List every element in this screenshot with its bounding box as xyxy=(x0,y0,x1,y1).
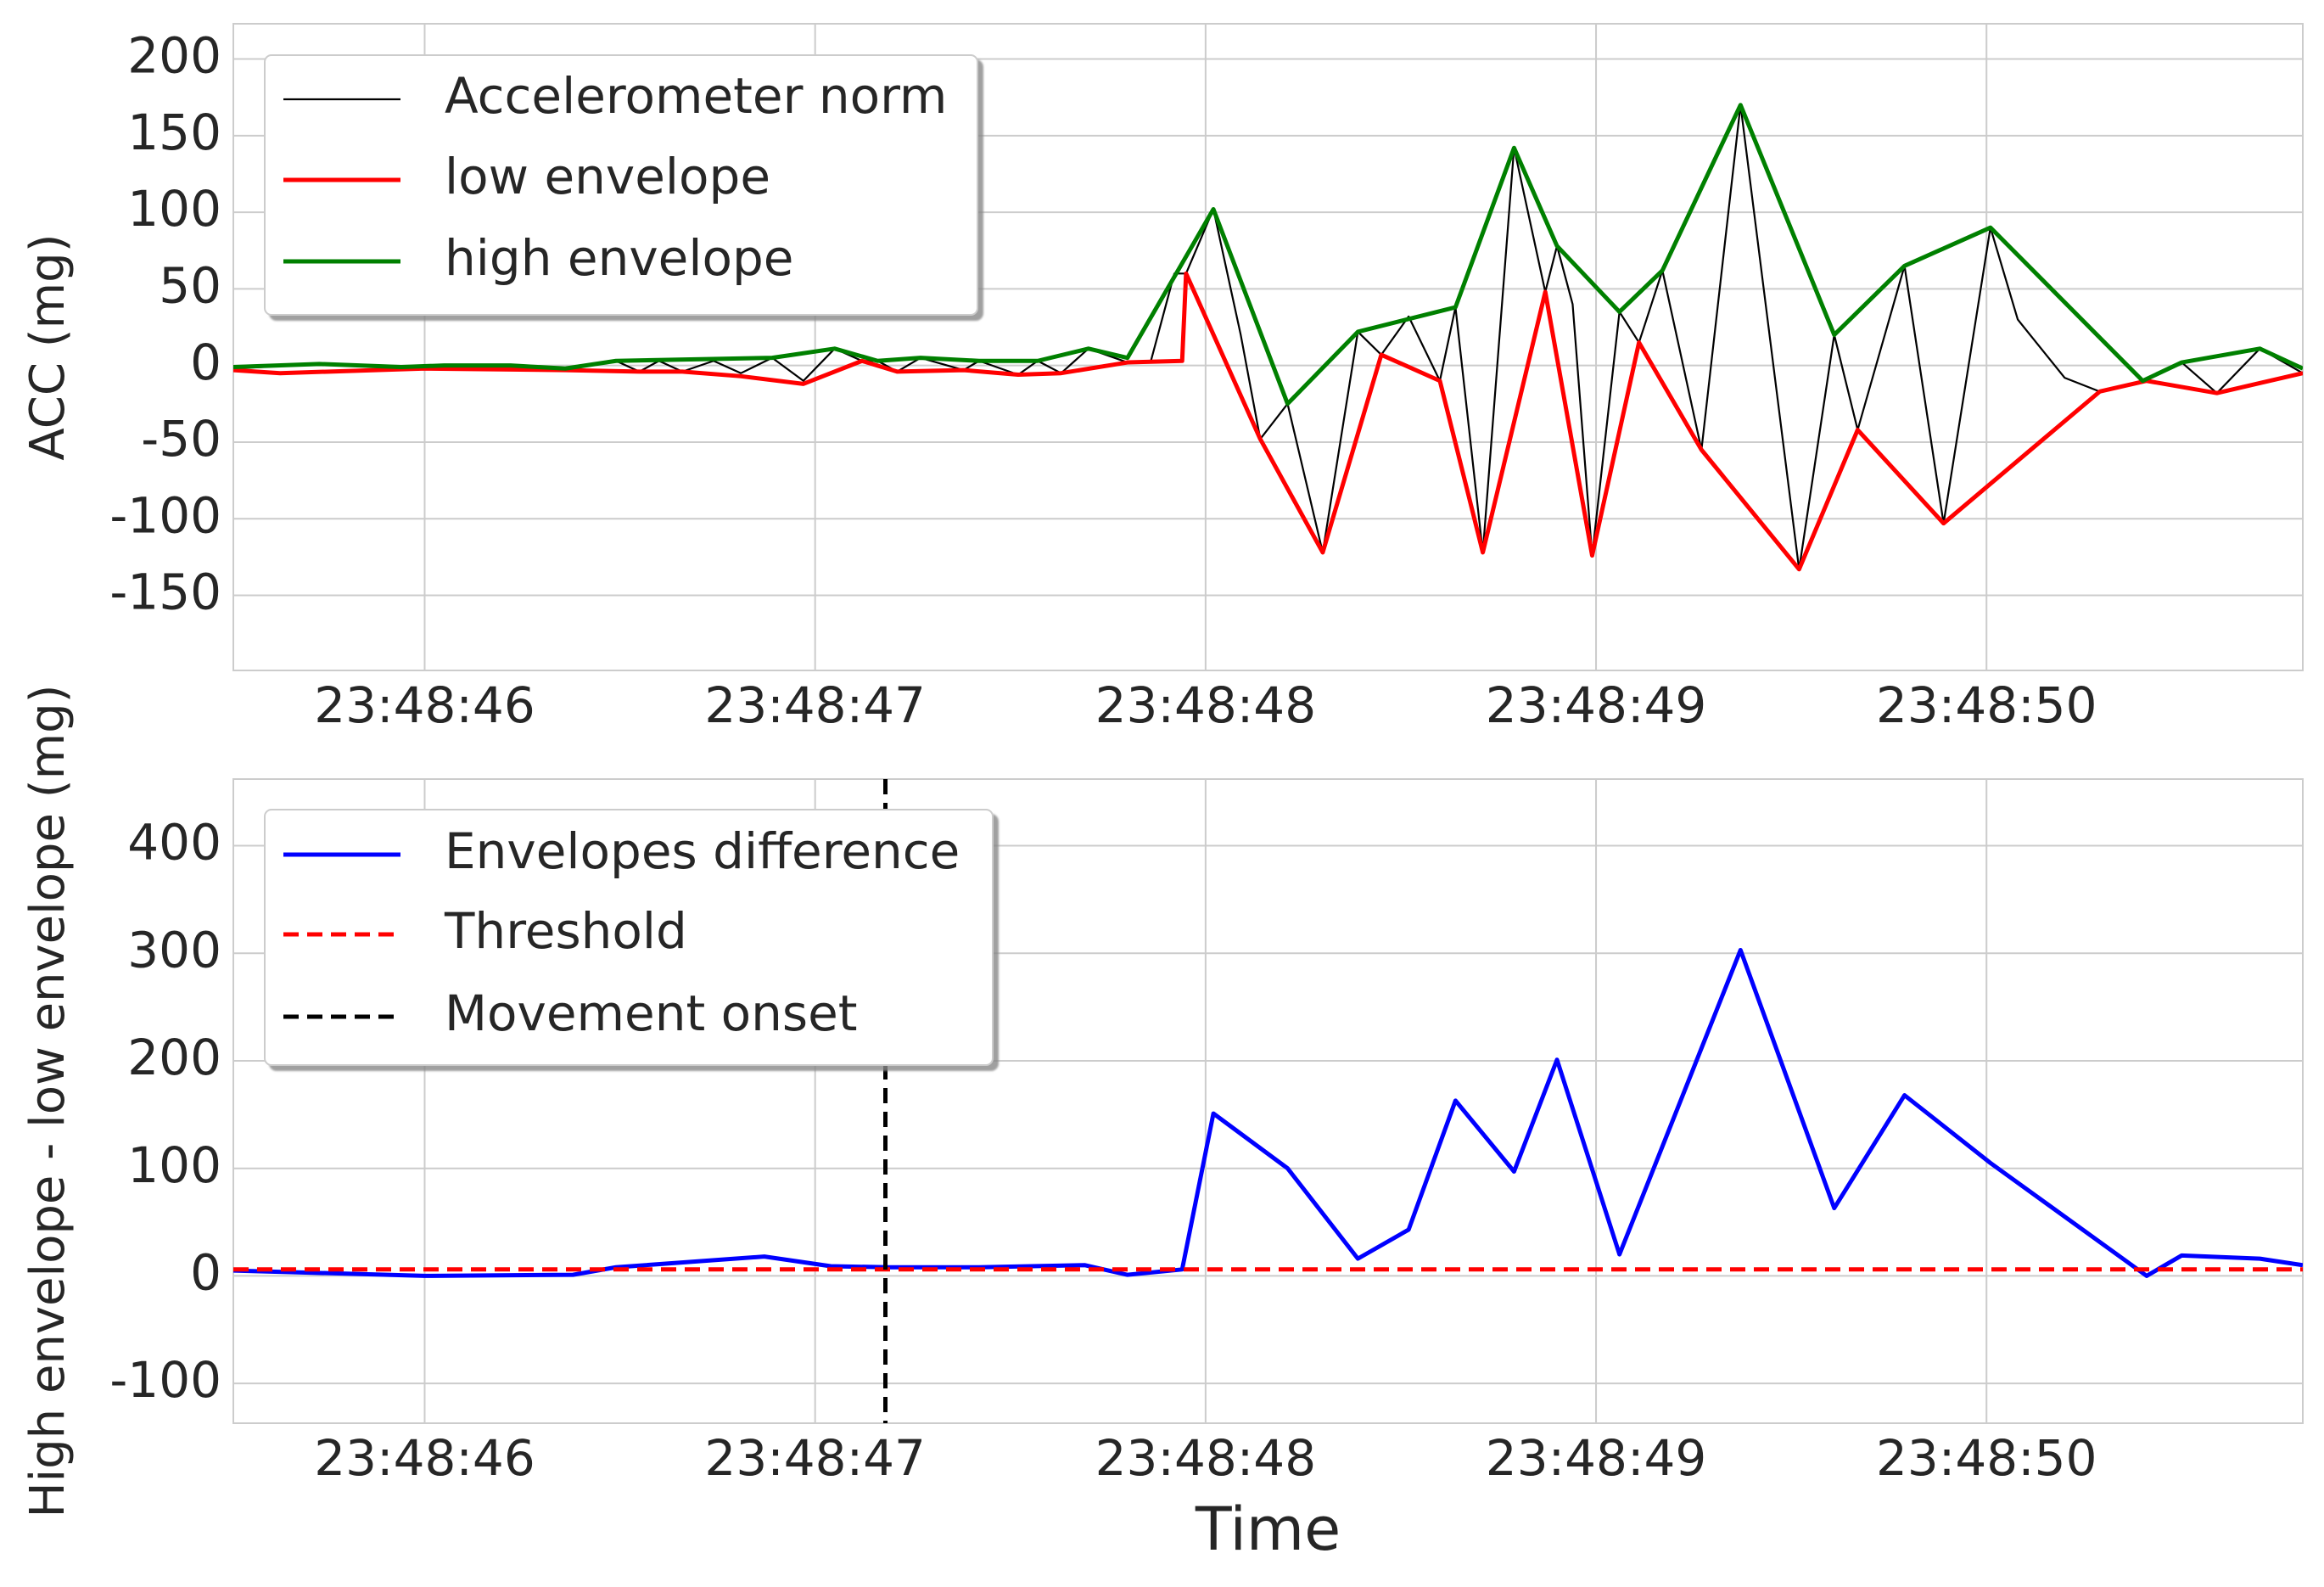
y-tick-label: 0 xyxy=(190,1244,221,1302)
y-tick-label: 150 xyxy=(127,104,221,161)
y-tick-label: -100 xyxy=(109,1351,221,1409)
panel: 23:48:46 23:48:47 23:48:48 23:48:49 23:48:50… xyxy=(20,23,2304,734)
legend-label: high envelope xyxy=(445,229,793,287)
y-tick-label: -150 xyxy=(109,564,221,621)
y-tick-label: 200 xyxy=(127,1029,221,1086)
legend-label: low envelope xyxy=(445,148,770,205)
y-tick-label: 200 xyxy=(127,27,221,85)
legend-box xyxy=(264,54,978,316)
x-tick-label: 23:48:49 xyxy=(1486,1429,1707,1487)
y-tick-label: 400 xyxy=(127,814,221,872)
x-tick-label: 23:48:49 xyxy=(1486,676,1707,734)
legend: Envelopes difference Threshold Movement on… xyxy=(264,809,994,1066)
x-tick-label: 23:48:50 xyxy=(1876,676,2097,734)
panel: 23:48:46 23:48:47 23:48:48 23:48:49 23:48:50… xyxy=(20,684,2304,1564)
x-tick-label: 23:48:46 xyxy=(314,676,535,734)
legend-label: Movement onset xyxy=(445,984,858,1042)
y-tick-label: 300 xyxy=(127,921,221,979)
x-tick-label: 23:48:47 xyxy=(704,1429,926,1487)
y-tick-label: 50 xyxy=(159,256,221,314)
x-axis-label: Time xyxy=(1195,1494,1341,1564)
x-tick-label: 23:48:46 xyxy=(314,1429,535,1487)
legend-box xyxy=(264,809,994,1066)
y-axis-label: High envelope - low envelope (mg) xyxy=(20,684,76,1517)
y-tick-label: 100 xyxy=(127,1136,221,1194)
legend-label: Accelerometer norm xyxy=(445,67,947,125)
x-tick-label: 23:48:50 xyxy=(1876,1429,2097,1487)
y-tick-label: -100 xyxy=(109,486,221,544)
x-tick-label: 23:48:47 xyxy=(704,676,926,734)
x-tick-label: 23:48:48 xyxy=(1095,1429,1317,1487)
plot-frame xyxy=(232,23,2304,671)
series-line xyxy=(233,103,2303,407)
legend-label: Envelopes difference xyxy=(445,822,960,880)
x-tick-label: 23:48:48 xyxy=(1095,676,1317,734)
y-tick-label: 0 xyxy=(190,334,221,391)
y-tick-label: -50 xyxy=(141,410,221,468)
legend-label: Threshold xyxy=(444,902,687,960)
series-layer xyxy=(233,103,2303,572)
legend: Accelerometer norm low envelope high envel… xyxy=(264,54,978,316)
series-line xyxy=(233,947,2303,1278)
y-tick-label: 100 xyxy=(127,180,221,238)
plot-frame xyxy=(232,778,2304,1424)
series-line xyxy=(233,271,2303,572)
y-axis-label: ACC (mg) xyxy=(20,233,76,460)
